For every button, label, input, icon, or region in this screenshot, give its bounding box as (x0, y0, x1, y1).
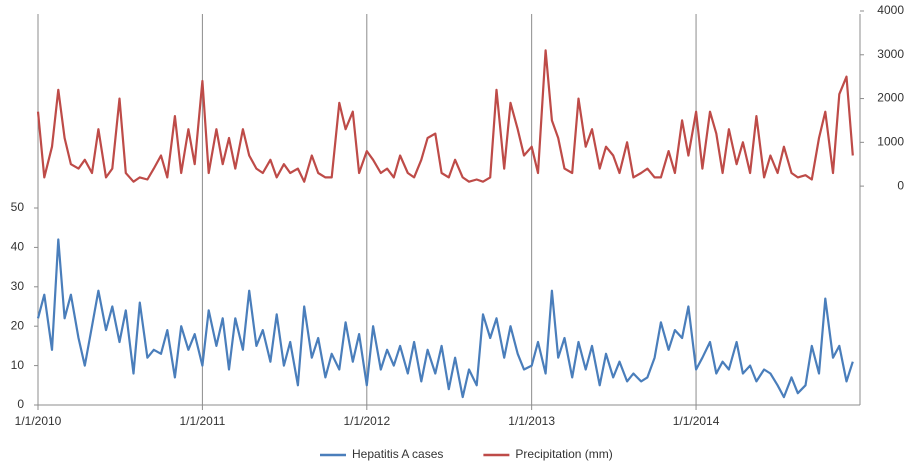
y-tick-label: 10 (11, 358, 25, 372)
x-tick-label: 1/1/2012 (343, 414, 390, 428)
series-line (36, 49, 854, 183)
y2-tick-label: 4000 (877, 3, 904, 17)
y2-tick-label: 1000 (877, 135, 904, 149)
legend-label: Precipitation (mm) (515, 447, 612, 461)
y-tick-label: 30 (11, 279, 25, 293)
y2-tick-label: 2000 (877, 91, 904, 105)
x-tick-label: 1/1/2014 (673, 414, 720, 428)
y-tick-label: 20 (11, 318, 25, 332)
legend-label: Hepatitis A cases (352, 447, 443, 461)
series-line (36, 238, 854, 399)
y-tick-label: 40 (11, 240, 25, 254)
x-tick-label: 1/1/2011 (179, 414, 225, 428)
x-tick-label: 1/1/2010 (15, 414, 62, 428)
x-tick-label: 1/1/2013 (508, 414, 555, 428)
y2-tick-label: 3000 (877, 47, 904, 61)
y2-tick-label: 0 (897, 178, 904, 192)
y-tick-label: 50 (11, 200, 25, 214)
y-tick-label: 0 (17, 397, 24, 411)
